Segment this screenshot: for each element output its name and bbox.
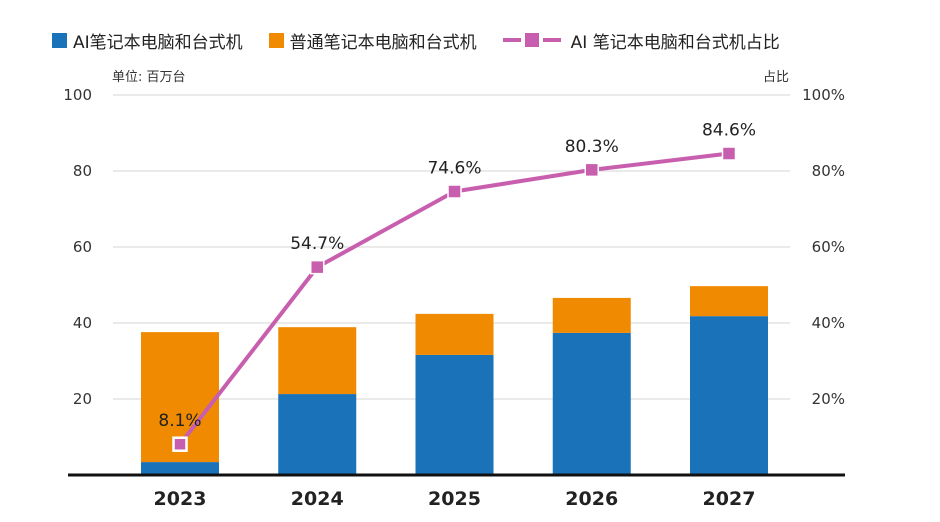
legend-item-ai-pc: AI笔记本电脑和台式机: [52, 28, 243, 53]
legend-label-ai-pc: AI笔记本电脑和台式机: [73, 32, 243, 53]
left-axis-tick-label: 100: [63, 86, 92, 104]
data-label: 74.6%: [427, 159, 481, 179]
right-axis-unit-label: 占比: [763, 70, 790, 85]
bar-ai-pc: [141, 462, 219, 475]
bar-ai-pc: [552, 332, 631, 475]
legend-item-ai-share: AI 笔记本电脑和台式机占比: [502, 28, 780, 53]
x-axis-tick-label: 2025: [428, 488, 481, 510]
x-axis-tick-label: 2026: [565, 488, 618, 510]
left-axis-tick-label: 40: [73, 314, 92, 332]
data-label: 84.6%: [702, 121, 756, 141]
data-label: 80.3%: [565, 137, 619, 157]
bar-ai-pc: [415, 354, 494, 475]
left-axis-tick-label: 80: [73, 162, 92, 180]
bar-regular-pc: [552, 297, 631, 333]
right-axis-tick-label: 80%: [812, 162, 845, 180]
line-point-marker: [310, 259, 325, 275]
legend-item-regular-pc: 普通笔记本电脑和台式机: [268, 28, 477, 53]
bar-regular-pc: [690, 286, 768, 317]
line-point-marker: [172, 436, 188, 452]
legend-label-regular-pc: 普通笔记本电脑和台式机: [289, 32, 477, 53]
x-axis-tick-label: 2027: [703, 488, 756, 510]
legend-swatch-ai-pc: [52, 32, 67, 48]
bar-regular-pc: [278, 327, 357, 395]
line-point-marker: [447, 184, 462, 199]
right-axis-tick-label: 100%: [802, 86, 845, 104]
left-axis-tick-label: 60: [73, 238, 92, 256]
bar-ai-pc: [690, 316, 768, 475]
right-axis-tick-label: 60%: [812, 238, 845, 256]
bar-regular-pc: [415, 313, 494, 355]
bar-ai-pc: [278, 394, 357, 475]
left-axis-tick-label: 20: [73, 390, 92, 408]
data-label: 54.7%: [290, 234, 344, 254]
right-axis-tick-label: 40%: [812, 314, 845, 332]
line-point-marker: [721, 146, 737, 161]
left-axis-unit-label: 单位: 百万台: [112, 70, 186, 85]
chart-legend: AI笔记本电脑和台式机 普通笔记本电脑和台式机 AI 笔记本电脑和台式机占比: [52, 26, 806, 54]
legend-label-ai-share: AI 笔记本电脑和台式机占比: [570, 32, 780, 53]
line-point-marker: [584, 162, 599, 178]
legend-line-marker-icon: [502, 33, 561, 47]
data-label: 8.1%: [158, 411, 201, 431]
x-axis-tick-label: 2023: [154, 488, 207, 510]
x-axis-tick-label: 2024: [291, 488, 344, 510]
legend-swatch-regular-pc: [268, 32, 284, 48]
right-axis-tick-label: 20%: [812, 390, 845, 408]
